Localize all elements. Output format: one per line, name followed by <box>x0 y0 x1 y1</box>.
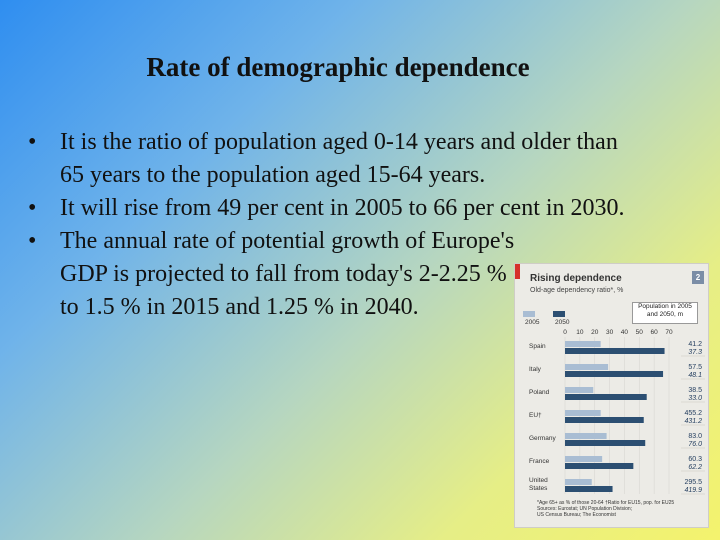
bar-2005 <box>565 410 601 416</box>
category-label: EU† <box>529 412 542 419</box>
category-label: Italy <box>529 366 542 373</box>
x-tick-label: 70 <box>665 329 673 336</box>
population-2050-value: 33.0 <box>688 395 702 402</box>
chart-subtitle: Old-age dependency ratio*, % <box>530 287 624 294</box>
chart-title: Rising dependence <box>530 273 622 284</box>
population-2005-value: 57.5 <box>688 364 702 371</box>
population-2005-value: 60.3 <box>688 456 702 463</box>
legend-swatch-2005 <box>523 311 535 317</box>
slide-title: Rate of demographic dependence <box>146 52 530 82</box>
population-2005-value: 38.5 <box>688 387 702 394</box>
population-2005-value: 41.2 <box>688 341 702 348</box>
bullet-text: The annual rate of potential growth of E… <box>60 228 515 320</box>
bullet-item: • The annual rate of potential growth of… <box>28 225 530 324</box>
population-2050-value: 419.9 <box>684 487 702 494</box>
footnote-line: Sources: Eurostat; UN Population Divisio… <box>537 506 633 512</box>
population-2005-value: 295.5 <box>684 479 702 486</box>
bar-2050 <box>565 394 647 400</box>
figure-number: 2 <box>692 271 704 284</box>
bullet-marker: • <box>28 129 37 155</box>
x-tick-label: 10 <box>576 329 584 336</box>
bullet-text: It will rise from 49 per cent in 2005 to… <box>60 195 625 221</box>
bar-chart: 2005 2050 0 10 20 30 40 50 60 70 Spain 41.237.3 Ital… <box>523 311 705 495</box>
bar-2005 <box>565 341 601 347</box>
bullet-text: It is the ratio of population aged 0-14 … <box>60 129 618 188</box>
population-box-title: Population in 2005 and 2050, m <box>632 302 698 324</box>
bar-2050 <box>565 417 644 423</box>
category-label: States <box>529 485 548 492</box>
footnote-line: US Census Bureau; The Economist <box>537 512 616 518</box>
x-tick-label: 50 <box>636 329 644 336</box>
category-label: United <box>529 477 548 484</box>
chart-accent-mark <box>515 264 520 279</box>
category-label: Poland <box>529 389 550 396</box>
bar-2005 <box>565 387 594 393</box>
population-2050-value: 37.3 <box>688 349 702 356</box>
population-2050-value: 431.2 <box>684 418 702 425</box>
legend-label-2005: 2005 <box>525 319 540 326</box>
chart-footnotes: *Age 65+ as % of those 20-64 †Ratio for … <box>537 500 707 518</box>
bar-2050 <box>565 371 664 377</box>
footnote-line: *Age 65+ as % of those 20-64 †Ratio for … <box>537 500 675 506</box>
category-label: Germany <box>529 435 556 442</box>
bullet-item: • It will rise from 49 per cent in 2005 … <box>28 192 660 225</box>
bar-2050 <box>565 463 634 469</box>
population-2005-value: 455.2 <box>684 410 702 417</box>
bullet-marker: • <box>28 195 37 221</box>
x-tick-label: 60 <box>651 329 659 336</box>
bar-2050 <box>565 486 613 492</box>
bullet-list: • It is the ratio of population aged 0-1… <box>28 126 660 324</box>
bar-2050 <box>565 348 665 354</box>
category-label: France <box>529 458 550 465</box>
bar-2005 <box>565 456 603 462</box>
bar-2005 <box>565 364 609 370</box>
legend-swatch-2050 <box>553 311 565 317</box>
category-label: Spain <box>529 343 546 350</box>
population-2005-value: 83.0 <box>688 433 702 440</box>
population-2050-value: 76.0 <box>688 441 702 448</box>
population-2050-value: 62.2 <box>688 464 702 471</box>
chart-figure: Rising dependence Old-age dependency rat… <box>514 263 709 528</box>
bullet-marker: • <box>28 228 37 254</box>
bullet-item: • It is the ratio of population aged 0-1… <box>28 126 628 192</box>
bar-2050 <box>565 440 646 446</box>
bar-2005 <box>565 433 607 439</box>
x-tick-label: 0 <box>563 329 567 336</box>
x-tick-label: 40 <box>621 329 629 336</box>
population-2050-value: 48.1 <box>688 372 702 379</box>
x-tick-label: 20 <box>591 329 599 336</box>
legend-label-2050: 2050 <box>555 319 570 326</box>
bar-2005 <box>565 479 592 485</box>
x-tick-label: 30 <box>606 329 614 336</box>
